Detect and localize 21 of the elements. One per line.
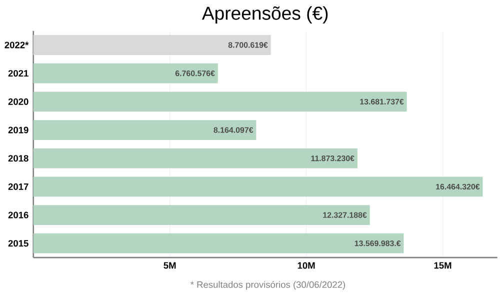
text: * Resultados provisórios (30/06/2022) — [190, 280, 346, 290]
bar — [33, 63, 218, 84]
y-tick-label: 2015 — [8, 240, 28, 247]
x-tick-label: 5M — [164, 262, 176, 269]
x-tick-label: 15M — [434, 262, 452, 269]
bar — [33, 233, 404, 254]
bar — [33, 148, 358, 168]
bar — [33, 204, 370, 225]
bar — [33, 120, 256, 140]
bar — [33, 34, 271, 55]
y-tick-label: 2021 — [8, 70, 28, 77]
y-tick-label: 2022* — [4, 42, 29, 48]
y-tick-label: 2019 — [8, 126, 28, 134]
bar — [33, 92, 407, 112]
y-tick-label: 2016 — [8, 212, 28, 218]
x-tick-label: 10M — [298, 262, 315, 269]
y-tick-label: 2018 — [8, 154, 28, 162]
y-tick-label: 2020 — [8, 98, 28, 105]
chart-title: Apreensões (€) — [202, 6, 328, 24]
y-tick-label: 2017 — [8, 183, 28, 190]
bar — [33, 176, 483, 197]
